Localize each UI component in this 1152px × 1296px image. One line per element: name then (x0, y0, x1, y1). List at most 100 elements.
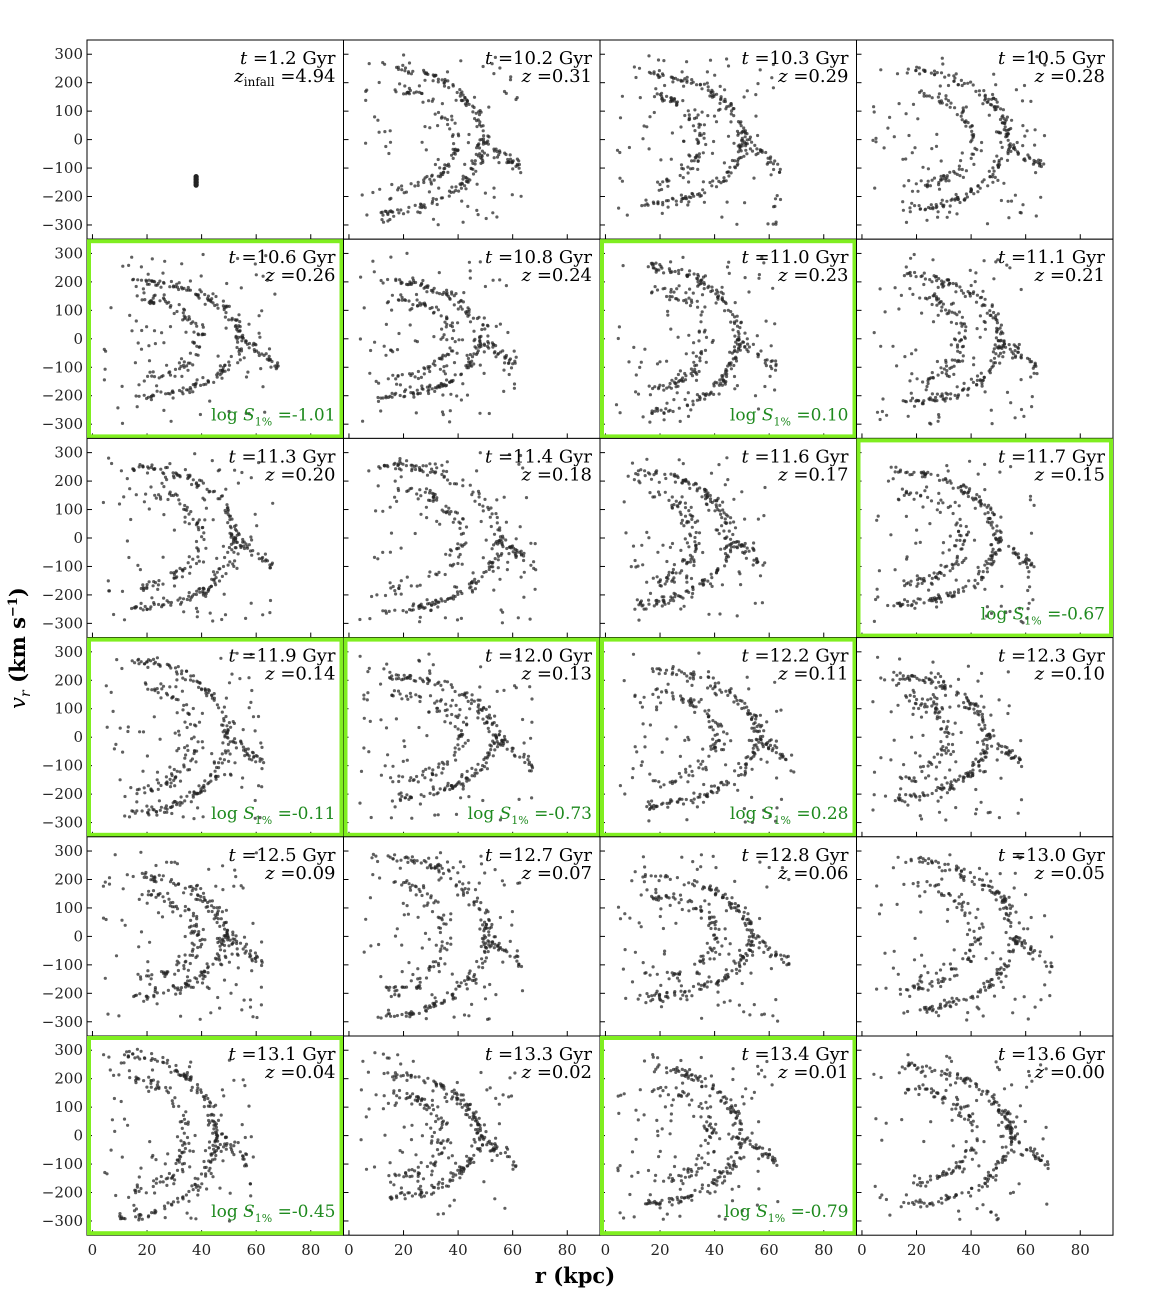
data-point (702, 200, 707, 204)
data-point (178, 779, 183, 783)
data-point (695, 83, 699, 87)
data-point (384, 611, 388, 615)
data-point (193, 723, 197, 727)
data-point (903, 598, 907, 602)
data-point (488, 560, 492, 564)
data-point (957, 310, 962, 314)
data-point (709, 499, 713, 503)
data-point (936, 215, 940, 219)
data-point (168, 490, 172, 494)
data-point (1037, 158, 1041, 162)
data-point (410, 372, 414, 376)
data-point (930, 582, 934, 586)
data-point (710, 151, 715, 155)
data-point (994, 536, 998, 540)
data-point (188, 390, 192, 395)
data-point (993, 361, 998, 365)
data-point (670, 541, 675, 546)
data-point (734, 340, 738, 344)
data-point (412, 91, 416, 95)
data-point (620, 94, 625, 98)
data-point (477, 343, 481, 347)
data-point (422, 68, 426, 72)
data-point (951, 511, 955, 516)
data-point (183, 508, 187, 512)
data-point (999, 536, 1003, 540)
data-point (206, 298, 210, 302)
data-point (375, 593, 379, 597)
data-point (440, 760, 444, 765)
data-point (239, 740, 243, 744)
data-point (481, 504, 485, 508)
data-point (647, 602, 651, 606)
data-point (211, 570, 216, 574)
data-point (937, 478, 942, 482)
data-point (460, 199, 464, 203)
data-point (483, 343, 487, 347)
data-point (476, 716, 480, 720)
data-point (493, 748, 497, 752)
data-point (433, 462, 437, 466)
data-point (179, 357, 184, 361)
data-point (223, 363, 227, 367)
data-point (697, 155, 701, 159)
data-point (235, 540, 239, 545)
data-point (247, 757, 251, 761)
data-point (676, 78, 680, 82)
data-point (418, 205, 422, 209)
data-point (398, 278, 402, 282)
data-point (651, 266, 655, 270)
data-point (962, 539, 966, 544)
data-point (954, 523, 958, 527)
data-point (663, 286, 667, 290)
data-point (647, 147, 651, 151)
data-point (475, 125, 479, 129)
data-point (723, 300, 727, 304)
data-point (177, 729, 181, 733)
data-point (679, 193, 684, 197)
data-point (223, 555, 227, 560)
data-point (241, 728, 245, 732)
data-point (440, 410, 445, 414)
data-point (737, 540, 741, 544)
data-point (680, 166, 684, 170)
data-point (215, 303, 219, 307)
data-point (397, 211, 401, 215)
data-point (247, 754, 251, 758)
data-point (482, 371, 486, 375)
data-point (204, 592, 208, 596)
data-point (975, 378, 980, 382)
data-point (259, 741, 263, 745)
data-point (389, 816, 393, 820)
data-point (435, 709, 439, 714)
data-point (916, 189, 920, 193)
redshift-label: z =0.17 (777, 464, 848, 485)
y-tick-label: 300 (54, 444, 83, 462)
data-point (397, 774, 401, 778)
data-point (188, 678, 193, 682)
data-point (145, 396, 149, 401)
data-point (978, 335, 982, 339)
data-point (693, 481, 698, 485)
data-point (699, 320, 703, 324)
data-point (476, 154, 480, 158)
data-point (457, 338, 461, 342)
data-point (416, 391, 420, 396)
data-point (1007, 544, 1011, 548)
data-point (1007, 216, 1011, 220)
data-point (476, 349, 480, 353)
data-point (492, 156, 496, 160)
data-point (661, 200, 665, 205)
data-point (1019, 356, 1023, 360)
data-point (400, 298, 404, 302)
data-point (1039, 195, 1043, 199)
data-point (639, 599, 644, 603)
data-point (976, 472, 980, 476)
data-point (220, 617, 224, 622)
data-point (943, 177, 947, 181)
data-point (424, 505, 428, 509)
data-point (944, 308, 948, 312)
data-point (205, 487, 209, 491)
data-point (1031, 162, 1035, 166)
data-point (523, 760, 527, 765)
